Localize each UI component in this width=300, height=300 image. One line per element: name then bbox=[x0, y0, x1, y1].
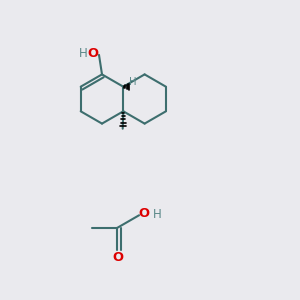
Text: O: O bbox=[88, 47, 98, 60]
Text: H: H bbox=[129, 77, 136, 87]
Text: O: O bbox=[138, 207, 149, 220]
Text: O: O bbox=[112, 251, 123, 264]
Text: H: H bbox=[153, 208, 161, 221]
Text: H: H bbox=[79, 47, 88, 60]
